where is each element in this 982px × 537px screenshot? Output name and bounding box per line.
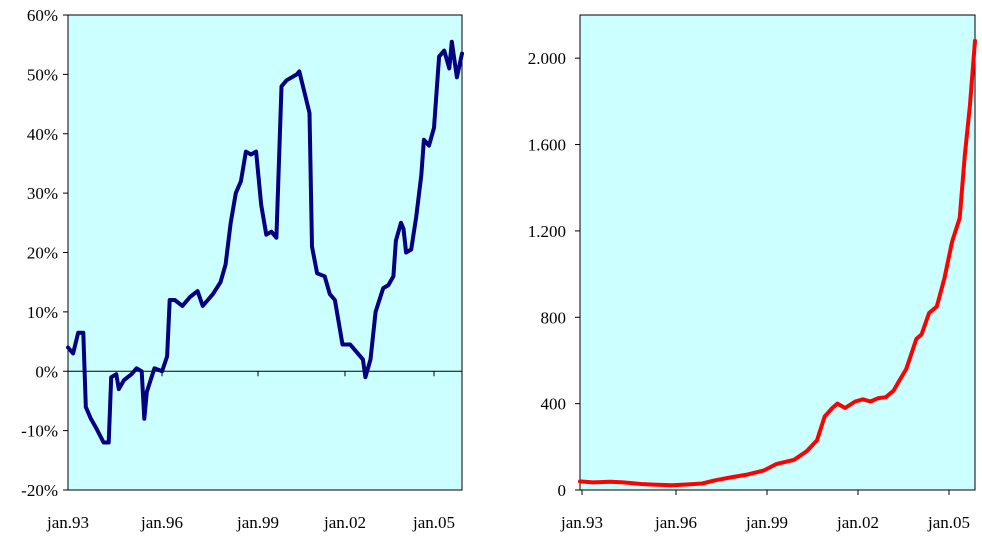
series-line bbox=[66, 39, 464, 445]
x-tick-label: jan.99 bbox=[236, 513, 279, 532]
x-tick-label: jan.93 bbox=[560, 513, 603, 532]
x-tick-label: jan.93 bbox=[46, 513, 89, 532]
y-tick-label: 2.000 bbox=[528, 49, 566, 68]
plot-area bbox=[67, 14, 463, 491]
y-tick-label: 10% bbox=[27, 303, 58, 322]
x-tick-label: jan.02 bbox=[836, 513, 879, 532]
y-tick-label: 1.200 bbox=[528, 222, 566, 241]
y-tick-label: 30% bbox=[27, 184, 58, 203]
y-tick-label: -10% bbox=[21, 422, 58, 441]
y-tick-label: 50% bbox=[27, 65, 58, 84]
plot-area bbox=[579, 14, 976, 491]
y-tick-label: 20% bbox=[27, 244, 58, 263]
y-tick-label: -20% bbox=[21, 481, 58, 500]
y-tick-label: 0% bbox=[35, 362, 58, 381]
x-tick-label: jan.96 bbox=[140, 513, 183, 532]
left-chart: -20% -10% 0% 10% 20% 30% 40% 50% 60% jan.93 jan.96… bbox=[21, 6, 464, 532]
y-tick-label: 800 bbox=[541, 308, 567, 327]
y-tick-label: 400 bbox=[541, 395, 567, 414]
series-line bbox=[578, 38, 977, 488]
y-tick-label: 0 bbox=[558, 481, 567, 500]
y-tick-label: 40% bbox=[27, 125, 58, 144]
x-tick-label: jan.05 bbox=[927, 513, 970, 532]
x-tick-label: jan.96 bbox=[654, 513, 697, 532]
x-tick-label: jan.02 bbox=[323, 513, 366, 532]
y-tick-label: 60% bbox=[27, 6, 58, 25]
y-tick-label: 1.600 bbox=[528, 136, 566, 155]
x-tick-label: jan.05 bbox=[412, 513, 455, 532]
x-tick-label: jan.99 bbox=[745, 513, 788, 532]
right-chart: 0 400 800 1.200 1.600 2.000 jan.93 jan.96 jan.99… bbox=[528, 14, 977, 532]
